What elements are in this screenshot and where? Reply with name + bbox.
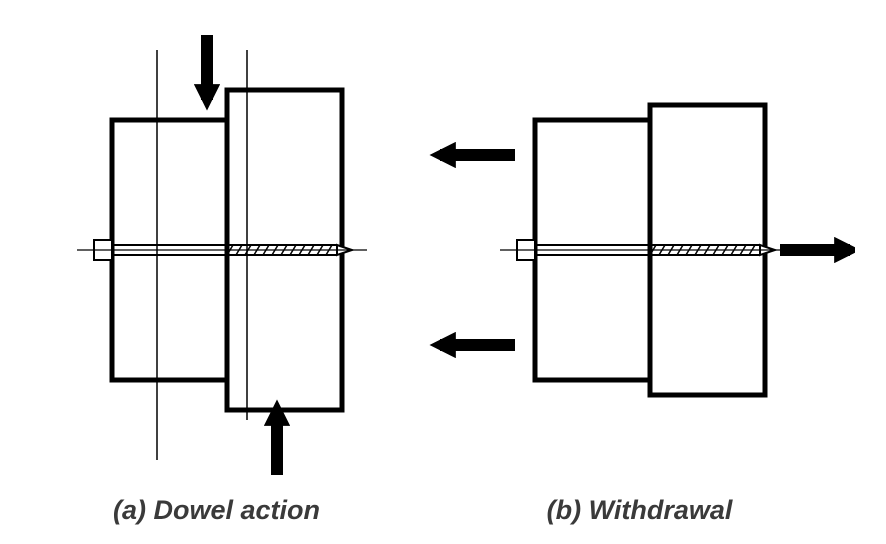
- panel-dowel-action: (a) Dowel action: [32, 20, 402, 526]
- diagram-withdrawal: [425, 20, 855, 480]
- diagram-container: (a) Dowel action (b) Withdrawal: [20, 20, 866, 524]
- caption-dowel: (a) Dowel action: [113, 495, 320, 526]
- panel-withdrawal: (b) Withdrawal: [425, 20, 855, 526]
- caption-withdrawal: (b) Withdrawal: [547, 495, 733, 526]
- diagram-dowel: [32, 20, 402, 480]
